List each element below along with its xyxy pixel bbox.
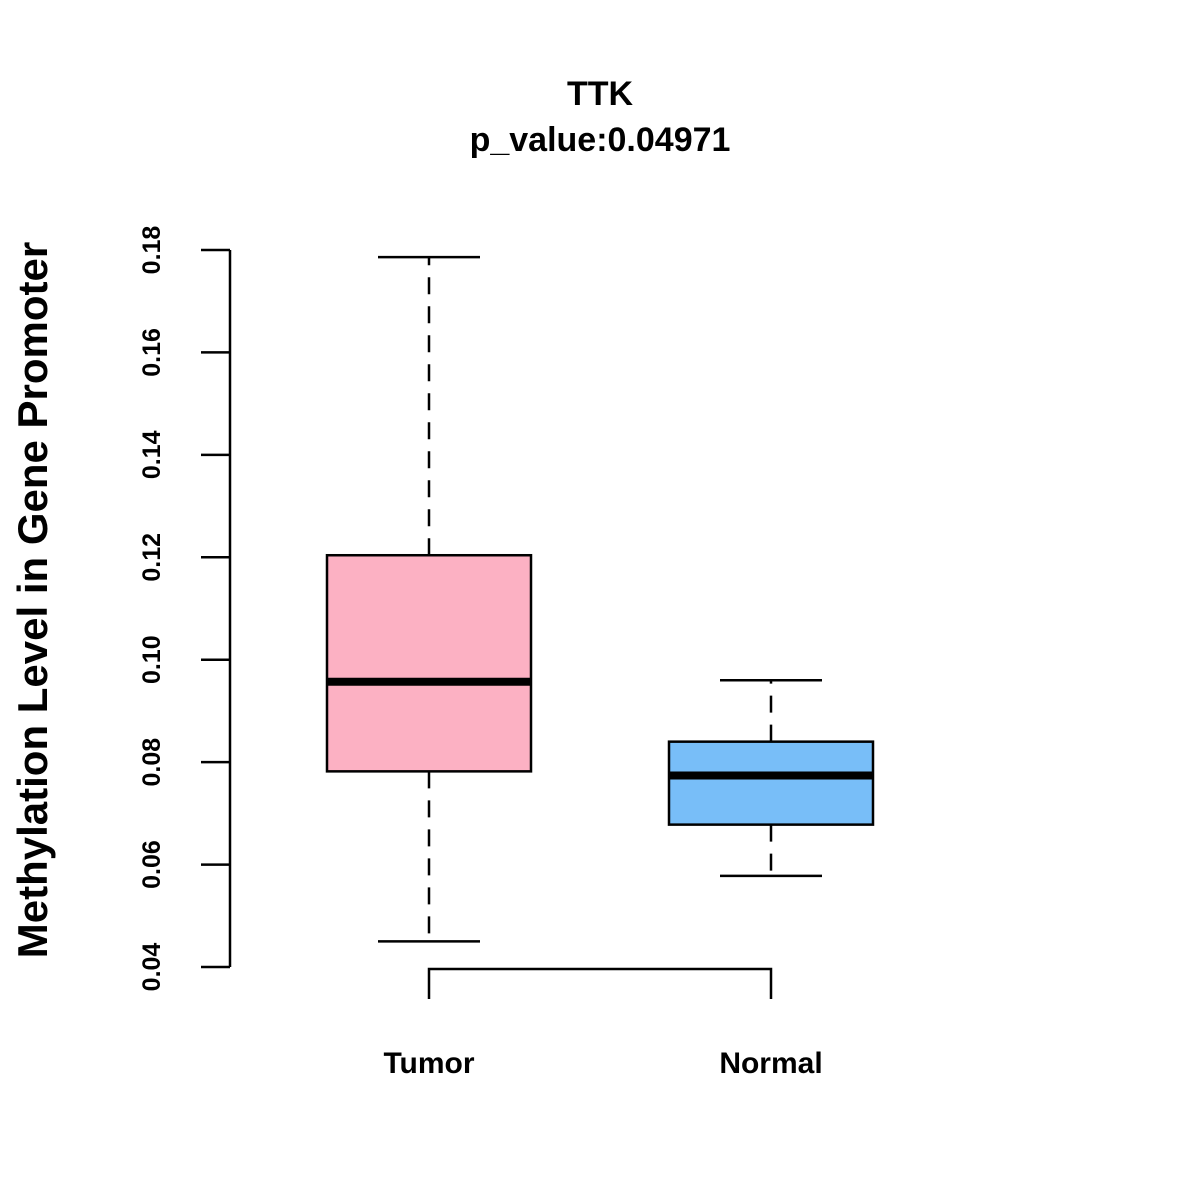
- bracket-line: [427, 967, 773, 999]
- y-tick-label: 0.16: [138, 328, 166, 377]
- box-tumor: [325, 255, 533, 943]
- y-axis-label: Methylation Level in Gene Promoter: [9, 242, 56, 958]
- x-category-label: Normal: [719, 1047, 822, 1080]
- box-group: [325, 255, 875, 943]
- iqr-box: [667, 740, 875, 826]
- y-tick-label: 0.06: [138, 840, 166, 889]
- y-tick-label: 0.08: [138, 738, 166, 787]
- chart-title: TTK: [567, 75, 634, 113]
- y-tick-label: 0.14: [138, 430, 166, 479]
- y-tick-label: 0.04: [138, 943, 166, 992]
- chart-subtitle: p_value:0.04971: [470, 121, 731, 159]
- y-axis: 0.04 0.06 0.08 0.10 0.12 0.14 0.16 0.18: [138, 226, 232, 992]
- y-tick-label: 0.12: [138, 533, 166, 582]
- x-axis-labels: Tumor Normal: [383, 1047, 822, 1080]
- x-category-label: Tumor: [383, 1047, 474, 1080]
- y-tick-label: 0.18: [138, 226, 166, 275]
- y-tick-label: 0.10: [138, 635, 166, 684]
- iqr-box: [325, 553, 533, 773]
- box-normal: [667, 678, 875, 878]
- comparison-bracket: [427, 967, 773, 999]
